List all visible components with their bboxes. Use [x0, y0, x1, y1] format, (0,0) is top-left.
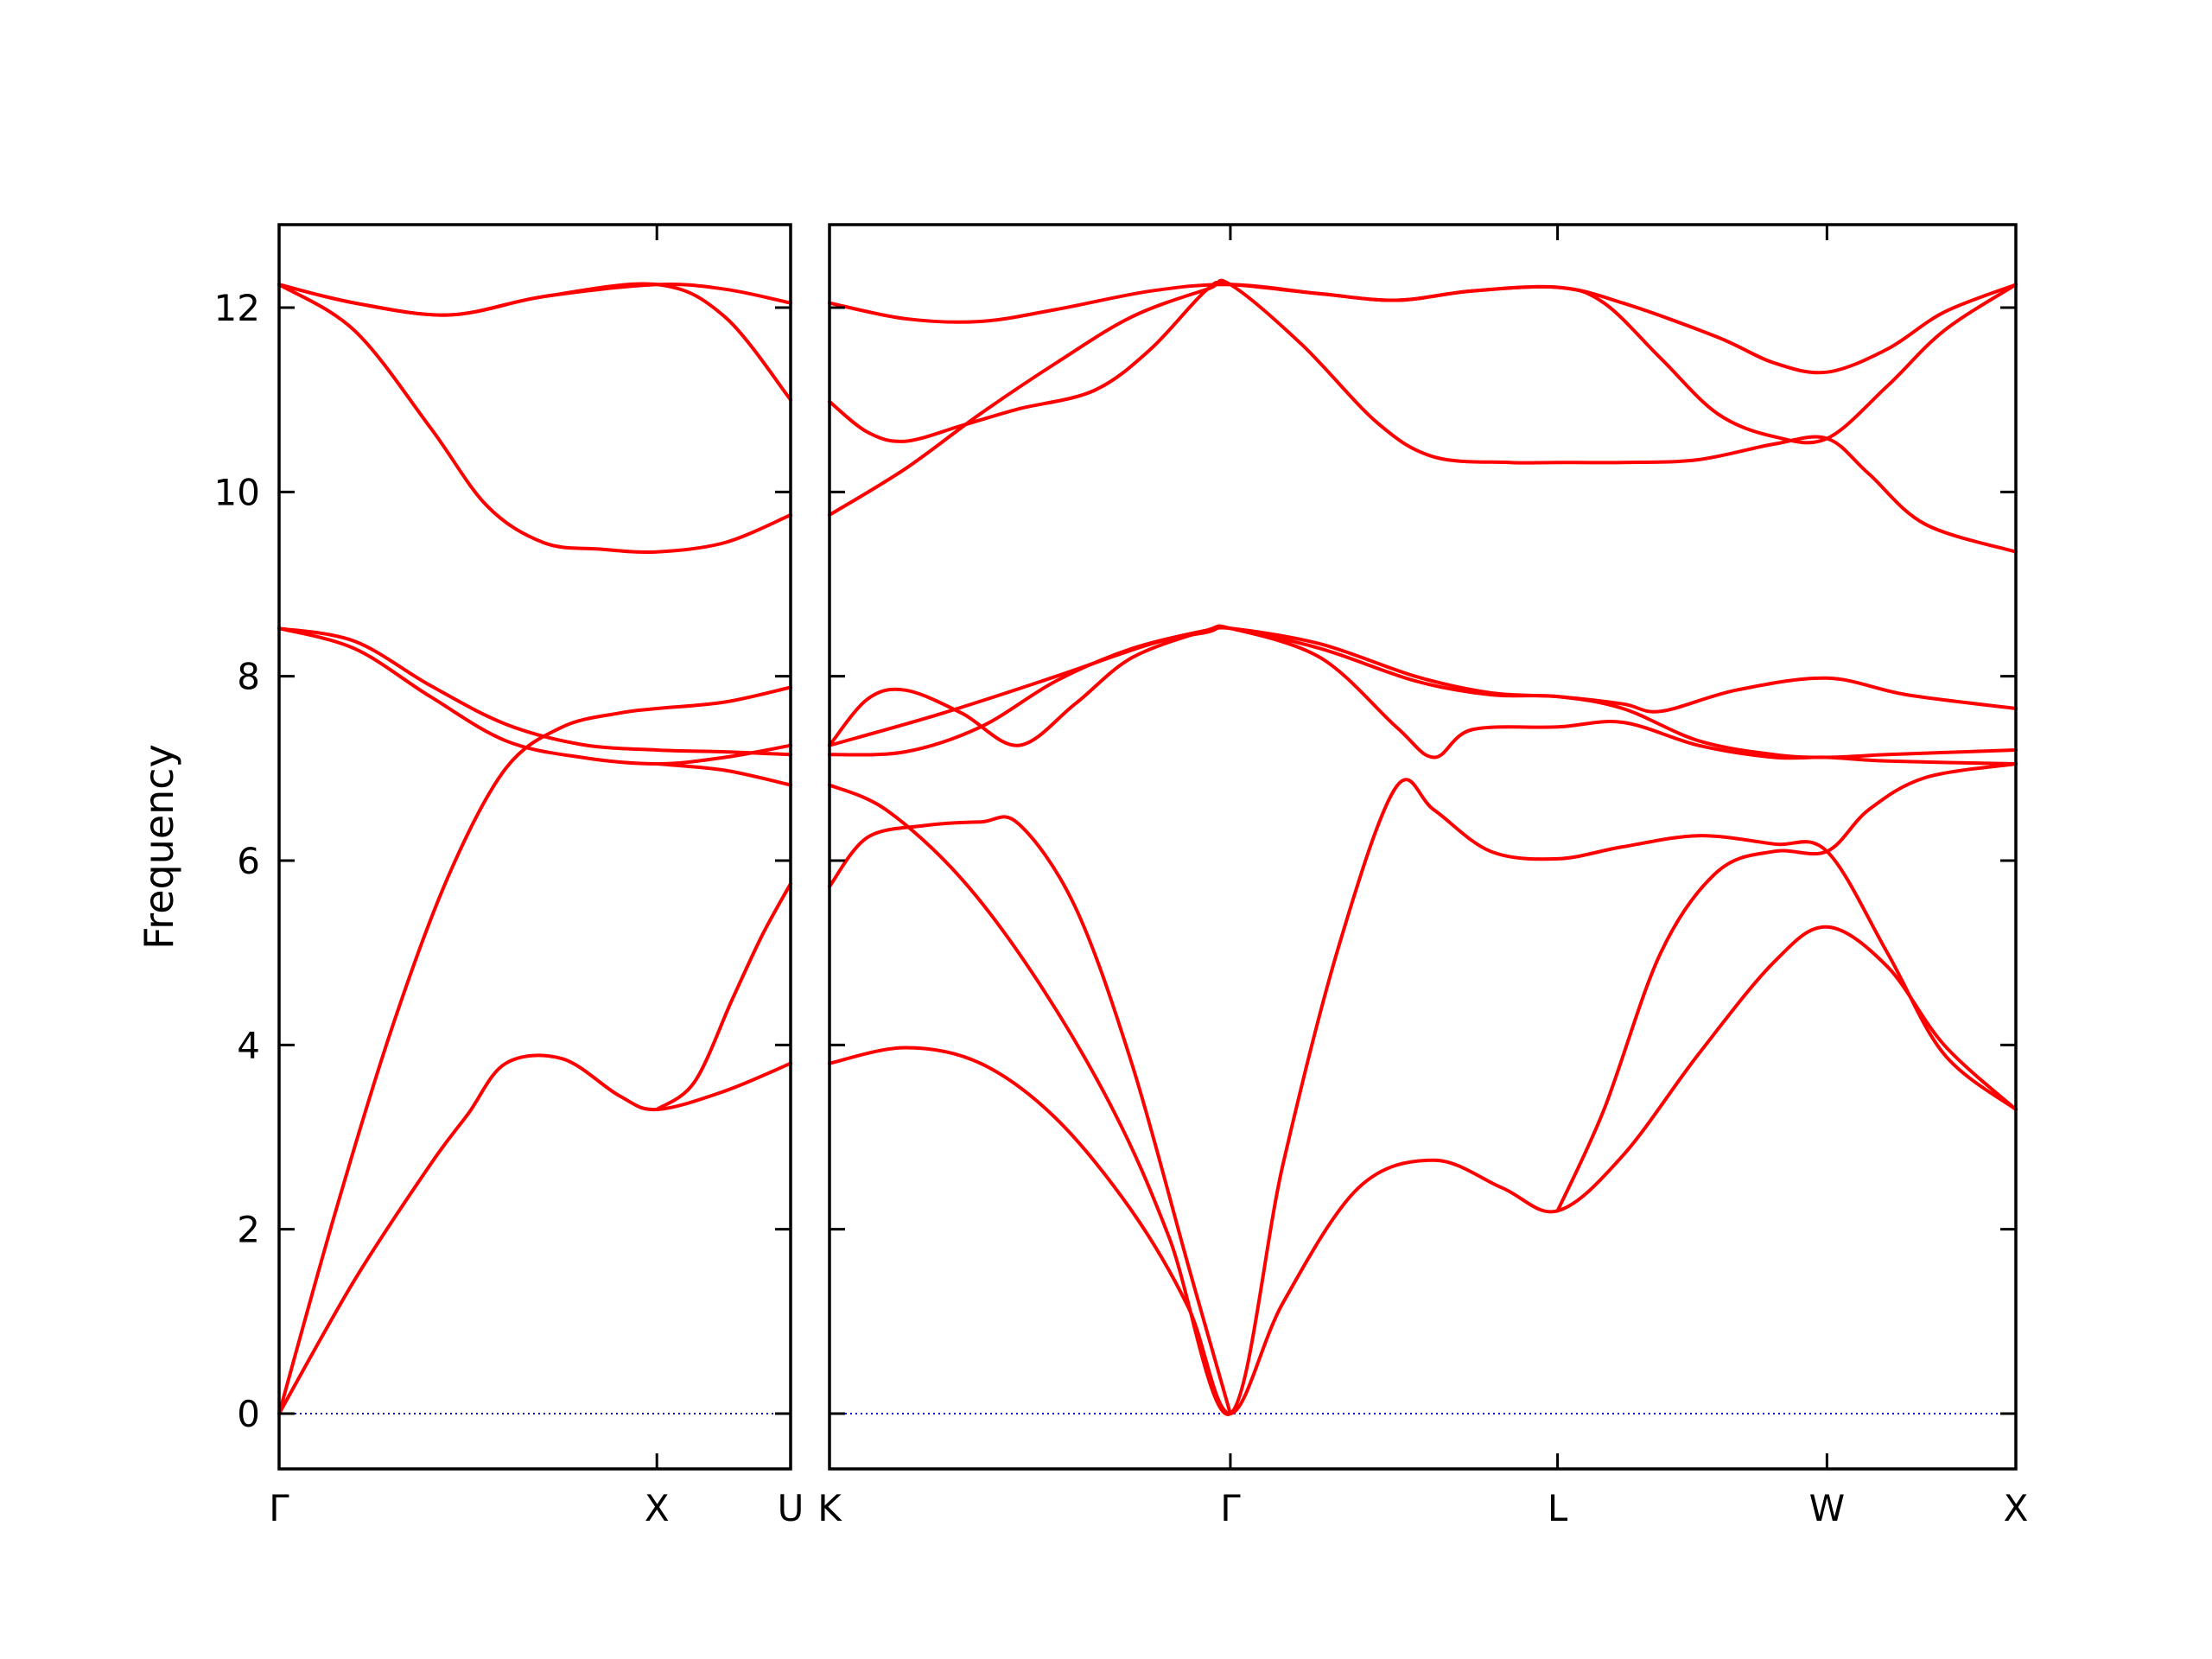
- left-panel-frame: [277, 223, 792, 1471]
- right-panel-bands: [828, 278, 2018, 1416]
- right-x-tick-label: L: [1548, 1487, 1568, 1529]
- right-band-10-line: [828, 283, 2018, 375]
- left-band-5-line: [277, 283, 792, 554]
- right-band-2-line: [828, 778, 2018, 1416]
- right-x-tick-label: X: [2004, 1487, 2029, 1529]
- right-x-tick-label: Γ: [1220, 1487, 1241, 1529]
- y-tick-label: 8: [237, 656, 260, 698]
- right-band-5-line: [828, 624, 2018, 766]
- right-panel-frame: [828, 223, 2018, 1471]
- left-panel-ticks: [277, 225, 792, 1469]
- left-x-tick-label: Γ: [269, 1487, 289, 1529]
- left-band-7-line: [277, 282, 792, 402]
- right-band-6-line: [828, 624, 2018, 760]
- y-axis-title: Frequency: [136, 744, 182, 950]
- left-x-tick-label: X: [645, 1487, 670, 1529]
- left-band-8-line: [655, 762, 792, 787]
- right-band-1-line: [828, 925, 2018, 1416]
- right-x-tick-label: K: [817, 1487, 842, 1529]
- y-tick-label: 12: [214, 287, 260, 329]
- right-band-3-line: [828, 815, 1232, 1415]
- y-tick-label: 6: [237, 840, 260, 882]
- y-tick-label: 10: [214, 471, 260, 513]
- left-band-4-line: [277, 626, 792, 757]
- left-band-9-line: [655, 881, 792, 1111]
- y-tick-labels: 0 2 4 6 8 10 12: [214, 287, 260, 1435]
- left-panel-bands: [277, 282, 792, 1415]
- y-tick-label: 4: [237, 1024, 260, 1066]
- y-tick-label: 0: [237, 1393, 260, 1435]
- left-band-2-line: [277, 685, 792, 1415]
- right-band-9-line: [828, 281, 2018, 445]
- left-band-1-line: [277, 1053, 792, 1415]
- right-x-tick-label: W: [1809, 1487, 1846, 1529]
- right-band-8-line: [828, 278, 2018, 554]
- left-band-3-line: [277, 626, 792, 766]
- right-band-4-line: [1555, 762, 2018, 1213]
- right-band-7-line: [828, 626, 2018, 747]
- left-x-tick-label: U: [778, 1487, 804, 1529]
- left-panel: Γ X U 0 2 4 6 8 10 12: [214, 223, 804, 1529]
- y-tick-label: 2: [237, 1209, 260, 1251]
